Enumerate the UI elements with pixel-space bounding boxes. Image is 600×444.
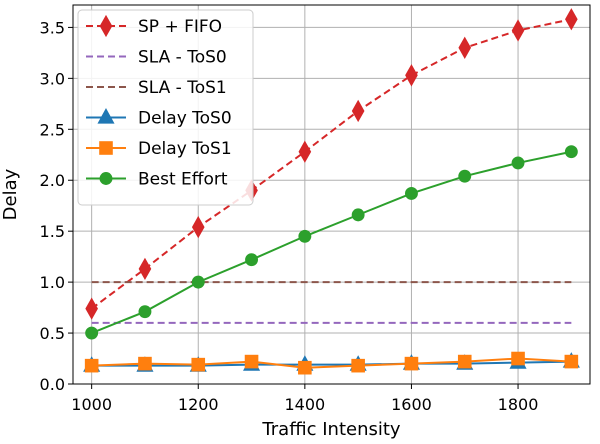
legend-label: Delay ToS0	[138, 109, 232, 129]
data-point	[191, 215, 205, 239]
legend-marker	[99, 172, 113, 185]
data-point	[84, 358, 99, 373]
data-point	[298, 229, 312, 243]
series-sp-fifo	[85, 8, 578, 320]
data-point	[511, 156, 525, 170]
data-point	[85, 326, 99, 340]
series-delay-tos1	[84, 351, 579, 375]
y-tick-label: 0.0	[40, 375, 65, 394]
legend-item-delay-tos0: Delay ToS0	[86, 108, 232, 129]
y-tick-label: 1.5	[40, 222, 65, 241]
axis-ticks: 1000 1200 1400 1600 1800 0.0 0.5 1.0 1.5 2.0 2.5 3.…	[40, 18, 539, 414]
data-point	[458, 169, 472, 183]
data-point	[191, 357, 206, 372]
x-tick-label: 1400	[284, 395, 325, 414]
data-point	[351, 208, 365, 222]
legend-item-sp-fifo: SP + FIFO	[86, 14, 222, 38]
data-point	[564, 354, 579, 369]
x-axis-label: Traffic Intensity	[261, 419, 400, 439]
data-point	[244, 354, 259, 369]
legend-marker	[99, 14, 113, 38]
data-point	[245, 253, 259, 267]
series-delay-tos0	[83, 352, 580, 372]
y-tick-label: 3.5	[40, 18, 65, 37]
data-point	[405, 64, 418, 87]
y-tick-label: 2.5	[40, 120, 65, 139]
y-tick-label: 2.0	[40, 171, 65, 190]
series-layer	[83, 8, 580, 375]
y-tick-label: 0.5	[40, 324, 65, 343]
y-tick-label: 3.0	[40, 69, 65, 88]
data-point	[565, 8, 578, 31]
legend-marker	[97, 108, 115, 124]
legend-label: Best Effort	[138, 170, 228, 190]
data-point	[404, 356, 419, 371]
data-point	[457, 354, 472, 369]
legend-item-delay-tos1: Delay ToS1	[86, 139, 232, 159]
legend-item-best-effort: Best Effort	[86, 170, 228, 190]
legend-label: SLA - ToS1	[138, 78, 227, 98]
data-point	[298, 360, 312, 375]
series-line	[91, 360, 572, 367]
legend-item-sla-tos0: SLA - ToS0	[86, 48, 227, 68]
data-point	[564, 145, 578, 159]
data-point	[351, 99, 365, 123]
data-point	[511, 351, 525, 366]
y-tick-label: 1.0	[40, 273, 65, 292]
y-axis-label: Delay	[0, 168, 21, 220]
data-point	[351, 358, 365, 373]
data-point	[138, 257, 152, 281]
series-best-effort	[85, 145, 578, 340]
x-tick-label: 1000	[71, 395, 112, 414]
legend-label: Delay ToS1	[138, 139, 232, 159]
legend: SP + FIFO SLA - ToS0 SLA - ToS1 Delay ToS0 D…	[77, 9, 254, 206]
plot-frame	[72, 4, 591, 385]
x-tick-label: 1600	[391, 395, 432, 414]
data-point	[404, 187, 418, 200]
data-point	[138, 305, 152, 319]
legend-marker	[99, 141, 113, 155]
series-line	[91, 18, 572, 310]
series-line	[91, 150, 572, 334]
legend-label: SP + FIFO	[138, 17, 222, 37]
legend-item-sla-tos1: SLA - ToS1	[86, 78, 227, 98]
data-point	[511, 19, 525, 42]
series-line	[91, 357, 572, 369]
data-point	[458, 36, 472, 59]
data-point	[191, 275, 205, 289]
x-tick-label: 1200	[178, 395, 219, 414]
legend-box	[77, 9, 254, 206]
legend-label: SLA - ToS0	[138, 48, 227, 68]
data-point	[85, 297, 98, 320]
x-tick-label: 1800	[498, 395, 539, 414]
data-point	[138, 356, 152, 371]
data-point	[298, 140, 312, 163]
